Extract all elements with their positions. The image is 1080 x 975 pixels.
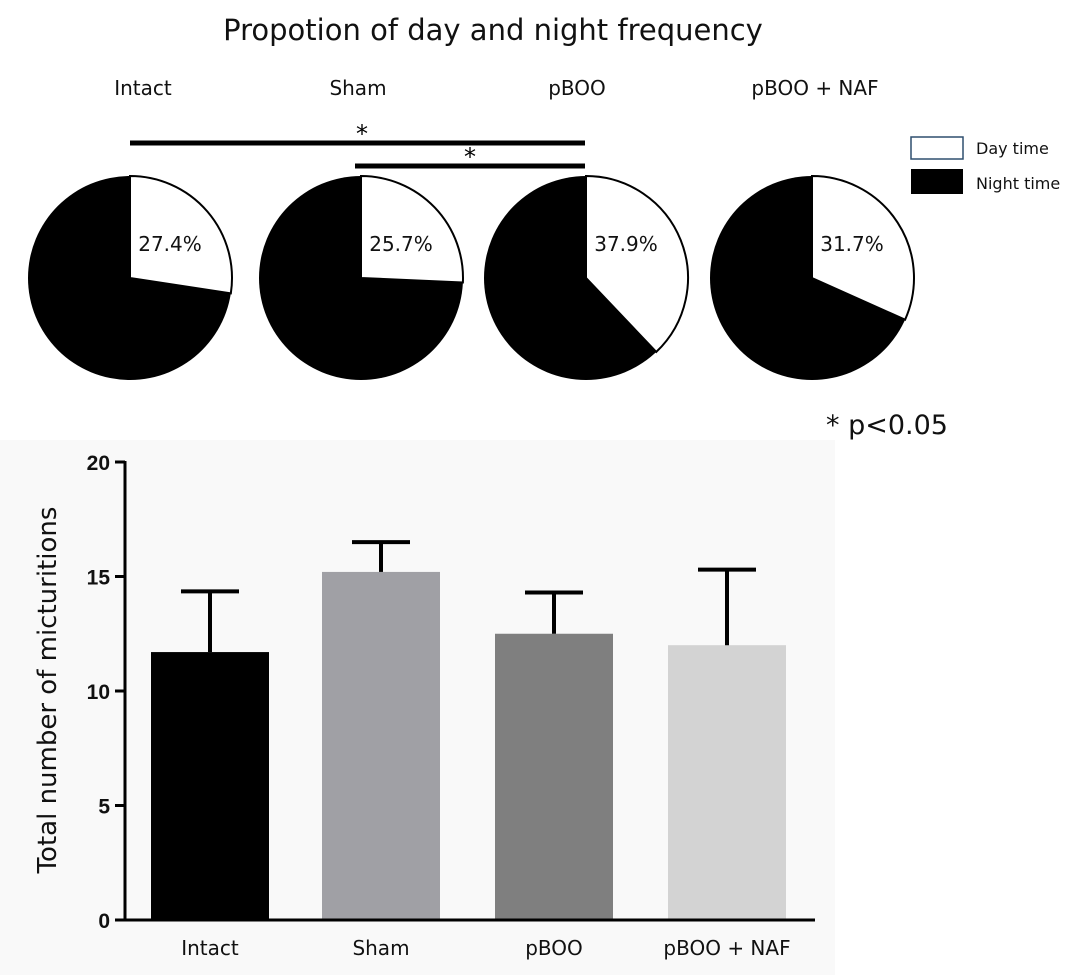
y-tick-label-5: 5	[98, 796, 110, 819]
pie-group-label-intact: Intact	[114, 76, 172, 100]
legend-label-night: Night time	[976, 174, 1060, 193]
pie-slice-day-intact	[129, 174, 233, 295]
pie-group-label-sham: Sham	[329, 76, 386, 100]
significance-note: * p<0.05	[826, 410, 948, 441]
bar-chart: Intact Sham pBOO pBOO + NAF 0 5 10 15 20	[87, 452, 815, 960]
legend-label-day: Day time	[976, 139, 1049, 158]
pie-slice-day-sham	[360, 174, 464, 284]
bar-pboo-naf	[668, 645, 786, 920]
y-tick-label-20: 20	[87, 452, 110, 475]
y-tick-label-0: 0	[98, 910, 110, 933]
x-tick-label-sham: Sham	[352, 936, 409, 960]
x-tick-label-pboo: pBOO	[525, 936, 583, 960]
pie-pboo-naf: 31.7%	[710, 174, 915, 380]
pie-pboo: 37.9%	[484, 174, 689, 380]
x-tick-label-intact: Intact	[181, 936, 239, 960]
pie-group-label-pboo-naf: pBOO + NAF	[751, 76, 878, 100]
pie-percent-label-pboo-naf: 31.7%	[820, 232, 884, 256]
pie-intact: 27.4%	[28, 174, 233, 380]
pie-chart-title: Propotion of day and night frequency	[223, 13, 763, 47]
y-axis-title: Total number of micturitions	[33, 507, 63, 875]
significance-star-sham-pboo: *	[464, 143, 476, 171]
pie-group-label-pboo: pBOO	[548, 76, 606, 100]
pie-charts: 27.4% 25.7% 37.9% 31.7%	[28, 174, 915, 380]
bar-intact	[151, 652, 269, 920]
y-tick-label-10: 10	[87, 681, 110, 704]
pie-slice-day-pboo	[585, 174, 689, 354]
legend-swatch-day	[910, 136, 964, 160]
pie-sham: 25.7%	[259, 174, 464, 380]
pie-percent-label-sham: 25.7%	[369, 232, 433, 256]
bar-pboo	[495, 633, 613, 920]
pie-percent-label-intact: 27.4%	[138, 232, 202, 256]
pie-percent-label-pboo: 37.9%	[594, 232, 658, 256]
significance-star-intact-pboo: *	[356, 120, 368, 148]
x-tick-label-pboo-naf: pBOO + NAF	[663, 936, 790, 960]
bar-sham	[322, 571, 440, 920]
pie-slice-day-pboo-naf	[811, 174, 915, 322]
y-tick-label-15: 15	[87, 567, 111, 590]
legend-swatch-night	[911, 169, 963, 194]
